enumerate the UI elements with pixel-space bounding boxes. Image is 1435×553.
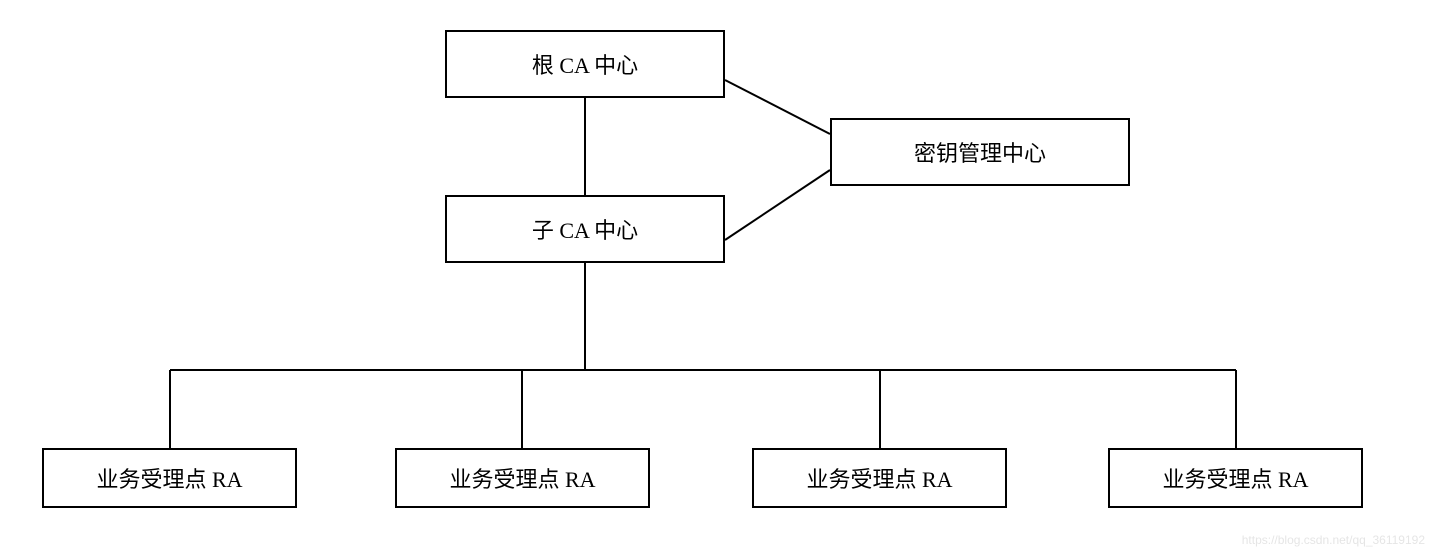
node-sub-ca: 子 CA 中心: [445, 195, 725, 263]
node-key-mgmt: 密钥管理中心: [830, 118, 1130, 186]
node-label: 业务受理点 RA: [806, 462, 952, 494]
watermark-text: https://blog.csdn.net/qq_36119192: [1242, 533, 1425, 547]
node-label: 子 CA 中心: [532, 213, 638, 245]
node-ra-4: 业务受理点 RA: [1108, 448, 1363, 508]
node-ra-2: 业务受理点 RA: [395, 448, 650, 508]
node-label: 根 CA 中心: [532, 48, 638, 80]
node-label: 业务受理点 RA: [449, 462, 595, 494]
node-root-ca: 根 CA 中心: [445, 30, 725, 98]
node-ra-1: 业务受理点 RA: [42, 448, 297, 508]
node-label: 业务受理点 RA: [96, 462, 242, 494]
node-label: 业务受理点 RA: [1162, 462, 1308, 494]
node-ra-3: 业务受理点 RA: [752, 448, 1007, 508]
node-label: 密钥管理中心: [914, 136, 1046, 168]
